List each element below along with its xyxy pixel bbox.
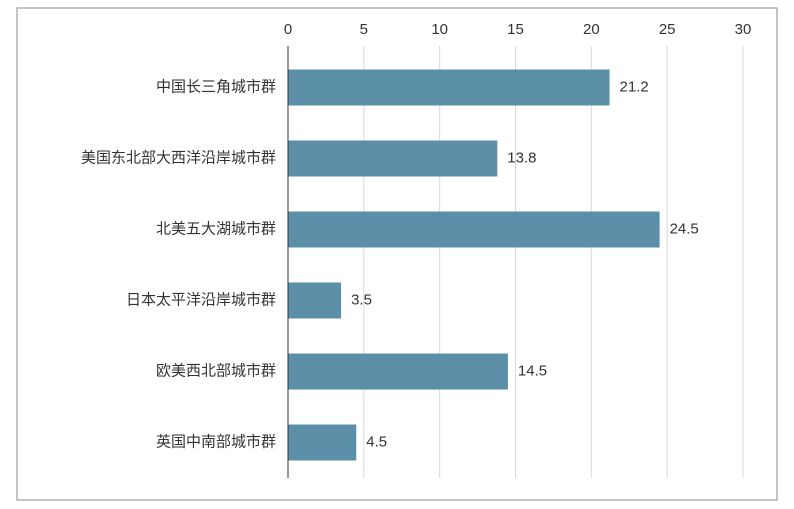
x-tick-label: 15 xyxy=(507,21,524,38)
x-tick-label: 30 xyxy=(735,21,752,38)
data-label: 14.5 xyxy=(518,362,547,379)
y-tick-label: 中国长三角城市群 xyxy=(156,78,276,95)
data-label: 3.5 xyxy=(351,291,372,308)
x-tick-label: 25 xyxy=(659,21,676,38)
bar xyxy=(288,211,660,248)
bar xyxy=(288,140,498,177)
y-tick-label: 欧美西北部城市群 xyxy=(156,362,276,379)
data-label: 21.2 xyxy=(620,78,649,95)
y-tick-label: 美国东北部大西洋沿岸城市群 xyxy=(81,149,276,166)
y-tick-label: 北美五大湖城市群 xyxy=(156,220,276,237)
data-label: 4.5 xyxy=(366,433,387,450)
bar xyxy=(288,424,357,461)
data-label: 24.5 xyxy=(670,220,699,237)
bar xyxy=(288,69,610,106)
x-tick-label: 5 xyxy=(360,21,368,38)
bar xyxy=(288,353,508,390)
chart-border xyxy=(16,7,778,501)
x-tick-label: 0 xyxy=(284,21,292,38)
x-tick-label: 10 xyxy=(431,21,448,38)
y-tick-label: 日本太平洋沿岸城市群 xyxy=(126,291,276,308)
x-tick-label: 20 xyxy=(583,21,600,38)
y-tick-label: 英国中南部城市群 xyxy=(156,432,276,450)
bar xyxy=(288,282,342,319)
data-label: 13.8 xyxy=(507,149,536,166)
